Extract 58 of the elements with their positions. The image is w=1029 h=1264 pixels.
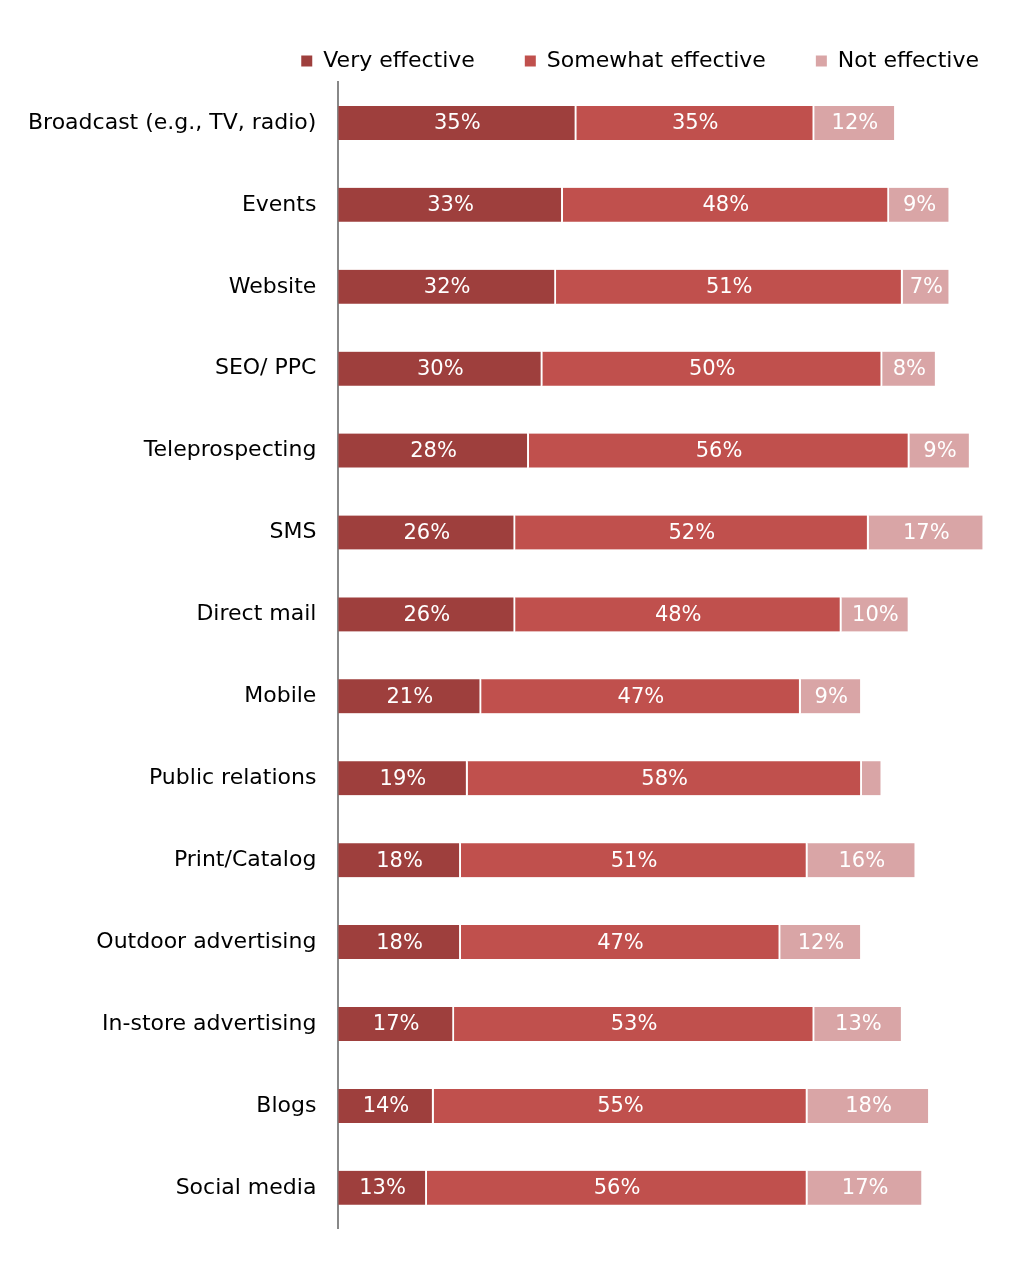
data-label: 33% — [427, 192, 474, 217]
data-label: 56% — [593, 1175, 641, 1200]
legend-label: Somewhat effective — [546, 46, 766, 72]
y-tick-label: Direct mail — [196, 600, 317, 626]
data-label: 9% — [902, 192, 937, 217]
y-tick-label: Blogs — [256, 1091, 317, 1117]
data-label: 55% — [597, 1093, 644, 1118]
data-label: 35% — [434, 110, 481, 135]
data-label: 58% — [641, 765, 688, 790]
data-label: 26% — [403, 519, 451, 544]
data-label: 51% — [705, 274, 753, 299]
y-tick-label: SMS — [269, 518, 317, 544]
data-label: 12% — [831, 110, 879, 135]
data-label: 53% — [610, 1011, 658, 1036]
data-label: 12% — [797, 929, 845, 954]
data-label: 26% — [403, 601, 451, 626]
data-label: 10% — [852, 601, 899, 626]
y-tick-label: In-store advertising — [102, 1009, 317, 1035]
y-tick-label: Broadcast (e.g., TV, radio) — [27, 108, 317, 134]
data-label: 50% — [688, 356, 736, 381]
data-label: 18% — [376, 847, 423, 872]
data-label: 13% — [359, 1175, 406, 1200]
data-label: 47% — [617, 683, 665, 708]
y-tick-label: Events — [241, 190, 317, 216]
data-label: 9% — [814, 683, 848, 708]
data-label: 48% — [654, 601, 702, 626]
data-label: 32% — [423, 274, 471, 299]
data-label: 9% — [923, 438, 957, 463]
data-label: 28% — [410, 438, 457, 463]
data-label: 17% — [841, 1175, 889, 1200]
data-label: 19% — [379, 765, 427, 790]
y-tick-label: Print/Catalog — [173, 845, 317, 871]
y-tick-label: SEO/ PPC — [214, 354, 317, 380]
data-label: 14% — [362, 1093, 410, 1118]
y-tick-label: Mobile — [244, 682, 317, 708]
data-label: 17% — [372, 1011, 420, 1036]
y-tick-label: Social media — [175, 1173, 317, 1199]
data-label: 48% — [702, 192, 750, 217]
data-label: 30% — [417, 356, 464, 381]
y-tick-label: Teleprospecting — [142, 436, 317, 462]
legend-label: Not effective — [837, 46, 979, 72]
data-label: 18% — [376, 929, 423, 954]
data-label: 18% — [845, 1093, 892, 1118]
y-tick-label: Public relations — [148, 763, 317, 789]
y-tick-label: Outdoor advertising — [96, 927, 317, 953]
data-label: 7% — [909, 274, 943, 299]
y-tick-label: Website — [228, 272, 317, 298]
data-label: 56% — [695, 438, 743, 463]
data-label: 16% — [838, 847, 886, 872]
data-label: 51% — [610, 847, 658, 872]
data-label: 47% — [597, 929, 644, 954]
data-label: 52% — [668, 519, 716, 544]
data-label: 35% — [671, 110, 719, 135]
data-label: 13% — [835, 1011, 882, 1036]
data-label: 17% — [902, 519, 950, 544]
data-label: 8% — [892, 356, 927, 381]
legend-label: Very effective — [323, 46, 475, 72]
data-label: 21% — [386, 683, 434, 708]
